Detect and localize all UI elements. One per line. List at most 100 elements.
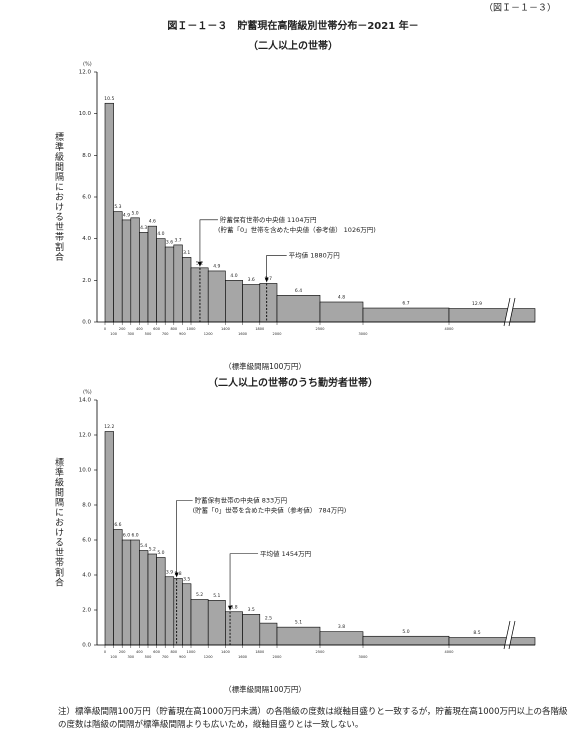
x-tick-label: 3000 bbox=[359, 332, 368, 336]
y-tick-label: 2.0 bbox=[82, 278, 91, 284]
bar bbox=[190, 599, 209, 646]
y-tick-label: 12.0 bbox=[79, 70, 92, 76]
figure-ref: （図Ｉ－１－３） bbox=[484, 3, 556, 14]
bar bbox=[319, 631, 364, 646]
footnote: 注）標準級間隔100万円（貯蓄現在高1000万円未満）の各階級の度数は縦軸目盛り… bbox=[58, 707, 568, 730]
bar bbox=[276, 295, 321, 323]
axis-break bbox=[508, 297, 516, 327]
x-tick-label: 500 bbox=[145, 655, 152, 659]
x-tick-label: 900 bbox=[179, 332, 186, 336]
value-label: 8.5 bbox=[473, 630, 480, 636]
x-tick-label: 2500 bbox=[316, 650, 325, 654]
x-tick-label: 1600 bbox=[238, 655, 247, 659]
value-label: 3.5 bbox=[183, 576, 190, 582]
subtitle: （二人以上の世帯） bbox=[248, 39, 338, 52]
value-label: 3.5 bbox=[248, 607, 255, 613]
bar bbox=[121, 539, 132, 646]
x-tick-label: 300 bbox=[127, 655, 134, 659]
bar bbox=[113, 211, 123, 323]
x-tick-label: 1800 bbox=[255, 327, 264, 331]
bar bbox=[139, 550, 149, 646]
value-label: 5.4 bbox=[140, 543, 147, 549]
bar bbox=[362, 307, 450, 323]
value-label: 6.0 bbox=[123, 533, 130, 539]
title: 図Ｉ－１－３ 貯蓄現在高階級別世帯分布－2021 年－ bbox=[167, 19, 418, 32]
x-tick-label: 100 bbox=[110, 332, 117, 336]
y-tick-label: 6.0 bbox=[82, 538, 91, 544]
x-tick-label: 1400 bbox=[221, 650, 230, 654]
arrow-head bbox=[197, 261, 202, 267]
value-label: 6.7 bbox=[402, 301, 409, 307]
bar bbox=[225, 611, 243, 646]
value-label: 5.2 bbox=[196, 592, 203, 598]
axis-break bbox=[504, 298, 515, 326]
y-tick-label: 14.0 bbox=[79, 398, 92, 404]
bar bbox=[182, 583, 192, 646]
annotation-arrow bbox=[229, 553, 259, 609]
value-label: 4.3 bbox=[140, 225, 147, 231]
x-tick-label: 0 bbox=[104, 327, 106, 331]
x-tick-label: 400 bbox=[136, 327, 143, 331]
value-label: 5.0 bbox=[402, 629, 409, 635]
x-tick-label: 0 bbox=[104, 650, 106, 654]
y-axis-label: 標準級間隔における世帯割合 bbox=[53, 456, 64, 587]
value-label: 5.0 bbox=[157, 550, 164, 556]
bar bbox=[207, 270, 226, 323]
x-tick-label: 1000 bbox=[187, 650, 196, 654]
bar bbox=[259, 283, 278, 323]
bar bbox=[156, 557, 166, 646]
bar bbox=[242, 614, 261, 646]
y-tick-label: 12.0 bbox=[79, 433, 92, 439]
bar bbox=[147, 553, 157, 646]
value-label: 10.5 bbox=[104, 96, 114, 102]
value-label: 3.6 bbox=[248, 277, 255, 283]
value-label: 4.0 bbox=[157, 231, 164, 237]
value-label: 5.2 bbox=[149, 547, 156, 553]
value-label: 5.1 bbox=[213, 593, 220, 599]
arrow-head bbox=[228, 605, 233, 611]
annotation-note: (貯蓄「0」世帯を含めた中央値（参考値） 1026万円) bbox=[218, 225, 376, 234]
x-tick-label: 1400 bbox=[221, 327, 230, 331]
value-label: 4.6 bbox=[149, 219, 156, 225]
x-tick-label: 1600 bbox=[238, 332, 247, 336]
value-label: 4.0 bbox=[230, 273, 237, 279]
subtitle: （二人以上の世帯のうち勤労者世帯） bbox=[208, 376, 378, 389]
y-tick-label: 0.0 bbox=[82, 320, 91, 326]
value-label: 6.6 bbox=[114, 522, 121, 528]
value-label: 5.3 bbox=[114, 204, 121, 210]
value-label: 3.8 bbox=[230, 604, 237, 610]
x-tick-label: 3000 bbox=[359, 655, 368, 659]
value-label: 4.8 bbox=[338, 295, 345, 301]
value-label: 3.8 bbox=[175, 571, 182, 577]
annotation-note: (貯蓄「0」世帯を含めた中央値（参考値） 784万円) bbox=[193, 506, 347, 515]
bar bbox=[104, 102, 114, 323]
bar bbox=[130, 217, 140, 323]
value-label: 2.5 bbox=[265, 616, 272, 622]
y-unit: (%) bbox=[83, 390, 92, 396]
value-label: 6.0 bbox=[132, 533, 139, 539]
axis-break bbox=[508, 620, 516, 650]
bar bbox=[276, 626, 321, 646]
bar bbox=[242, 284, 261, 323]
x-tick-label: 1200 bbox=[204, 332, 213, 336]
y-tick-label: 2.0 bbox=[82, 608, 91, 614]
annotation: 貯蓄保有世帯の中央値 1104万円 bbox=[220, 215, 317, 224]
annotation: 平均値 1454万円 bbox=[260, 549, 311, 558]
bar bbox=[207, 600, 226, 646]
bar bbox=[104, 431, 114, 646]
bar bbox=[139, 232, 149, 323]
y-tick-label: 8.0 bbox=[82, 153, 91, 159]
y-tick-label: 0.0 bbox=[82, 643, 91, 649]
x-tick-label: 500 bbox=[145, 332, 152, 336]
x-tick-label: 1800 bbox=[255, 650, 264, 654]
annotation-arrow bbox=[199, 219, 218, 265]
bar bbox=[156, 238, 166, 323]
x-tick-label: 2500 bbox=[316, 327, 325, 331]
value-label: 3.7 bbox=[175, 237, 182, 243]
x-axis-label: （標準級間隔100万円） bbox=[224, 684, 306, 694]
axis-break bbox=[503, 620, 511, 650]
y-tick-label: 10.0 bbox=[79, 111, 92, 117]
x-axis-label: （標準級間隔100万円） bbox=[224, 361, 306, 371]
